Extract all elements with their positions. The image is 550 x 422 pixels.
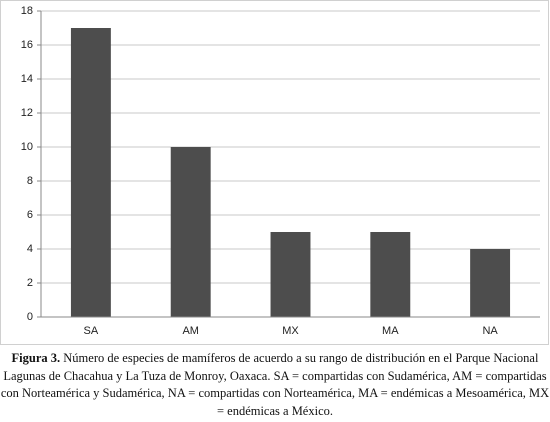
y-tick-label: 10 <box>21 141 33 153</box>
bar <box>170 147 211 317</box>
y-tick-label: 6 <box>27 209 33 221</box>
caption-label: Figura 3. <box>11 351 61 365</box>
x-tick-label: NA <box>482 325 498 337</box>
x-tick-label: MA <box>382 325 399 337</box>
caption: Figura 3. Número de especies de mamífero… <box>0 350 550 420</box>
bar <box>70 28 111 317</box>
x-tick-label: SA <box>84 325 99 337</box>
bar <box>270 232 311 317</box>
y-tick-label: 0 <box>27 311 33 323</box>
y-tick-label: 18 <box>21 5 33 17</box>
caption-text: Número de especies de mamíferos de acuer… <box>0 351 550 418</box>
bar <box>370 232 411 317</box>
bar <box>470 249 511 317</box>
x-tick-label: MX <box>282 325 299 337</box>
y-tick-label: 4 <box>27 243 33 255</box>
y-tick-label: 2 <box>27 277 33 289</box>
chart-frame <box>0 0 549 345</box>
y-tick-label: 12 <box>21 107 33 119</box>
x-tick-label: AM <box>182 325 199 337</box>
y-tick-label: 8 <box>27 175 33 187</box>
y-tick-label: 16 <box>21 39 33 51</box>
chart: 0 2 4 6 8 10 12 14 16 18 SA AM MX MA NA <box>0 0 549 345</box>
y-tick-label: 14 <box>21 73 33 85</box>
